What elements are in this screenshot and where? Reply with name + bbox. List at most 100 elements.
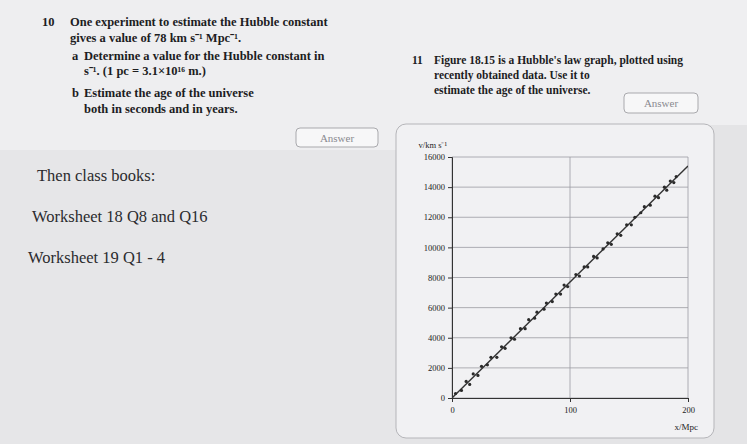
- tick: 100: [564, 398, 577, 415]
- question: 11 Figure 18.15 is a Hubble's law graph, …: [412, 54, 698, 113]
- tick: 4000: [428, 333, 452, 343]
- part-text: s⁻¹. (1 pc = 3.1×10¹⁶ m.): [84, 64, 206, 78]
- data-point: [542, 308, 545, 311]
- tick-mark: [448, 247, 452, 248]
- notes-panel: [0, 150, 400, 444]
- grid-line: [452, 277, 688, 278]
- data-point: [500, 345, 503, 348]
- tick-mark: [448, 217, 452, 218]
- tick-label: 200: [682, 405, 695, 415]
- data-point: [486, 363, 489, 366]
- tick-mark: [448, 187, 452, 188]
- answer-button-label[interactable]: Answer: [320, 132, 355, 144]
- grid-line: [452, 247, 688, 248]
- data-point: [606, 241, 609, 244]
- data-point: [601, 247, 604, 250]
- x-axis: 0 100 200: [450, 398, 695, 415]
- tick-mark: [448, 157, 452, 158]
- chart: 0100200020004000600080001000012000140001…: [419, 140, 698, 432]
- question-panel: [0, 0, 400, 150]
- grid: [452, 157, 688, 398]
- data-point: [504, 347, 507, 350]
- data-point: [465, 380, 468, 383]
- data-point: [672, 181, 675, 184]
- chart-card: [396, 124, 714, 438]
- data-point: [554, 292, 557, 295]
- grid-line: [452, 337, 688, 338]
- data-point: [519, 327, 522, 330]
- tick-label: 10000: [424, 243, 445, 253]
- grid-line: [452, 307, 688, 308]
- page: 10One experiment to estimate the Hubble …: [0, 0, 747, 444]
- grid-line: [452, 187, 688, 188]
- tick: 0: [441, 393, 452, 403]
- data-point: [663, 186, 666, 189]
- data-point: [625, 223, 628, 226]
- tick-mark: [448, 278, 452, 279]
- question-text: One experiment to estimate the Hubble co…: [70, 15, 328, 29]
- grid-line: [452, 367, 688, 368]
- tick-mark: [448, 338, 452, 339]
- tick-label: 16000: [424, 152, 445, 162]
- data-point: [489, 356, 492, 359]
- tick: 10000: [424, 243, 452, 253]
- part-text: both in seconds and in years.: [84, 102, 238, 116]
- data-point: [563, 283, 566, 286]
- data-point: [592, 255, 595, 258]
- plot-area: [452, 166, 688, 398]
- question: 10One experiment to estimate the Hubble …: [42, 15, 378, 147]
- question-text: recently obtained data. Use it to: [434, 69, 590, 82]
- data-point: [472, 372, 475, 375]
- tick: 200: [682, 398, 695, 415]
- tick-label: 0: [441, 393, 445, 403]
- data-point: [583, 265, 586, 268]
- answer-button-box[interactable]: [296, 128, 378, 147]
- data-point: [665, 189, 668, 192]
- tick: 2000: [428, 363, 452, 373]
- tick: 14000: [424, 182, 452, 192]
- answer-button[interactable]: Answer: [624, 93, 698, 113]
- tick-mark: [688, 398, 689, 402]
- grid-line: [452, 217, 688, 218]
- data-point: [480, 365, 483, 368]
- tick-label: 6000: [428, 303, 445, 313]
- background: [0, 0, 747, 444]
- y-axis: 0200040006000800010000120001400016000: [424, 152, 453, 403]
- tick-label: 0: [450, 405, 454, 415]
- tick-mark: [570, 398, 571, 402]
- x-axis-title: x/Mpc: [675, 422, 699, 432]
- data-point: [643, 205, 646, 208]
- data-point: [545, 302, 548, 305]
- data-point: [476, 374, 479, 377]
- data-point: [495, 356, 498, 359]
- grid-line: [452, 157, 688, 158]
- data-point: [657, 196, 660, 199]
- tick: 12000: [424, 212, 452, 222]
- answer-button-label[interactable]: Answer: [644, 97, 679, 109]
- data-point: [524, 327, 527, 330]
- part-label: b: [72, 86, 79, 100]
- data-point: [578, 274, 581, 277]
- data-point: [509, 336, 512, 339]
- data-point: [460, 389, 463, 392]
- data-point: [559, 292, 562, 295]
- data-point: [551, 300, 554, 303]
- data-point: [513, 338, 516, 341]
- note: Worksheet 18 Q8 and Q16: [32, 207, 208, 226]
- axis-line: [453, 399, 689, 403]
- question-text: Figure 18.15 is a Hubble's law graph, pl…: [434, 54, 683, 67]
- answer-button[interactable]: Answer: [296, 128, 378, 147]
- tick-label: 2000: [428, 363, 445, 373]
- data-point: [630, 223, 633, 226]
- part-text: Estimate the age of the universe: [84, 86, 254, 100]
- tick-mark: [448, 368, 452, 369]
- part-label: a: [72, 49, 79, 63]
- data-point: [566, 285, 569, 288]
- data-point: [533, 317, 536, 320]
- answer-button-box[interactable]: [624, 93, 698, 113]
- fit-line: [452, 166, 688, 398]
- tick: 16000: [424, 152, 452, 162]
- question-number: 11: [412, 54, 423, 66]
- data-point: [616, 232, 619, 235]
- question-text: gives a value of 78 km s⁻¹ Mpc⁻¹.: [70, 31, 241, 45]
